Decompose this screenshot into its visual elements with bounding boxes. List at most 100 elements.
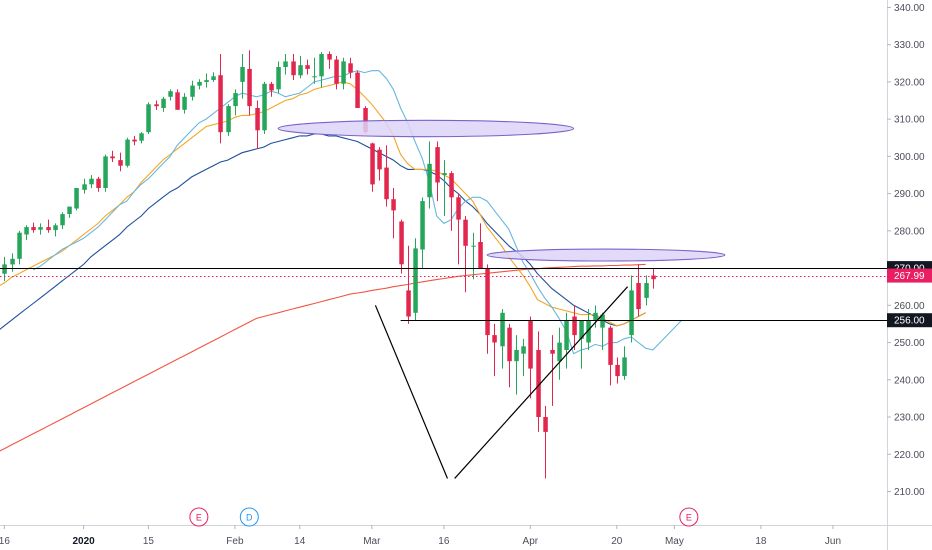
candle-body [46,227,51,231]
candle-body [283,61,288,67]
candle [218,53,223,144]
time-axis[interactable]: 16 2020 15 Feb 14 Mar 16 Apr 20 May 18 Jun [0,525,841,547]
candle-body [38,227,43,230]
candle [420,197,425,269]
candle-body [204,80,209,82]
candle [103,154,108,192]
candle [341,57,346,90]
candle [485,264,490,354]
candle [197,79,202,90]
candle [204,73,209,88]
price-tick-label: 240.00 [894,375,925,386]
candle [500,309,505,369]
drawings [0,119,887,479]
candle-body [514,350,519,362]
price-tick-label: 340.00 [894,3,925,14]
candle [276,61,281,94]
candle-body [319,54,324,77]
candle [139,132,144,144]
candle [182,93,187,114]
candle [564,312,569,369]
candle [629,275,634,343]
candle-body [53,225,58,231]
candle [60,212,65,229]
candle [24,225,29,241]
candle-body [327,54,332,60]
candle-body [507,327,512,362]
candle-body [377,149,382,170]
candle [456,193,461,265]
candle [53,223,58,237]
sma200-line [0,263,646,452]
candle [636,264,641,317]
pattern-line-0 [374,305,449,479]
candle-body [593,312,598,321]
candle-body [82,184,87,190]
candle [536,331,541,432]
candle [168,89,173,101]
candle [125,137,130,168]
candle [521,338,526,377]
candle [46,219,51,233]
candle-body [2,264,7,274]
candle [233,89,238,116]
candle-body [233,93,238,107]
candle-body [629,290,634,336]
event-circle [679,507,699,527]
candle-body [636,283,641,310]
candle [154,100,159,110]
candle [226,104,231,136]
candle [110,150,115,162]
candle-body [586,320,591,343]
candle-body [644,283,649,298]
candle-body [24,227,29,235]
candle-body [226,106,231,133]
time-tick-label: Mar [363,536,381,547]
ema10-line [32,70,682,355]
candle-body [60,214,65,226]
candle [298,55,303,79]
candle-body [125,139,130,166]
candle [118,152,123,172]
candle [247,50,252,116]
candle [211,72,216,82]
candle [82,178,87,194]
time-tick-label: 16 [0,536,10,547]
candle-body [197,81,202,86]
candle-body [615,364,620,377]
event-circle [239,507,259,527]
price-tag-bg [887,313,932,328]
candle-body [521,346,526,354]
candle [399,219,404,274]
candle [413,238,418,321]
price-axis[interactable]: 340.00 330.00 320.00 310.00 300.00 290.00 280.… [887,3,925,498]
event-marker[interactable]: E [189,507,209,527]
plot-area[interactable] [0,50,887,479]
candle [514,335,519,395]
candle-body [118,160,123,166]
candle-body [269,83,274,91]
candle [608,325,613,386]
candle-body [132,139,137,142]
candle [327,51,332,69]
candle [427,141,432,209]
candle-body [334,59,339,84]
candle-body [168,91,173,97]
time-tick-label: May [665,536,684,547]
candle-body [110,156,115,159]
time-tick-label: 20 [611,536,623,547]
candle-body [564,320,569,350]
candle [312,57,317,84]
candle-body [442,173,447,175]
price-tick-label: 320.00 [894,77,925,88]
time-tick-label: 15 [143,536,155,547]
candle-body [463,219,468,246]
candle [557,327,562,380]
candle-body [391,199,396,211]
candle-body [622,357,627,376]
event-marker[interactable]: D [239,507,259,527]
event-marker[interactable]: E [679,507,699,527]
price-tag-label: 267.99 [894,271,925,282]
candle-body [103,156,108,188]
